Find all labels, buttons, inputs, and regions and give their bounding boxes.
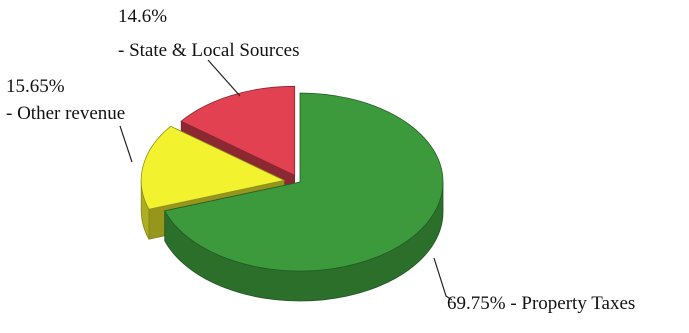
label-property-taxes-value: 69.75% [447, 293, 506, 314]
label-state-local-value: 14.6% [118, 6, 168, 27]
leader-state-local [207, 59, 241, 97]
label-property-taxes: 69.75% - Property Taxes [447, 293, 635, 315]
leader-other-revenue [119, 125, 133, 163]
pie-slice-0 [164, 92, 444, 272]
label-other-revenue-value: 15.65% [6, 76, 65, 97]
label-other-revenue-name: - Other revenue [6, 103, 126, 124]
leader-property-taxes [433, 257, 453, 301]
label-state-local-name: - State & Local Sources [118, 40, 300, 61]
pie-slice-2 [180, 85, 296, 176]
label-property-taxes-name: - Property Taxes [510, 293, 636, 314]
pie-slice-1 [140, 125, 286, 210]
